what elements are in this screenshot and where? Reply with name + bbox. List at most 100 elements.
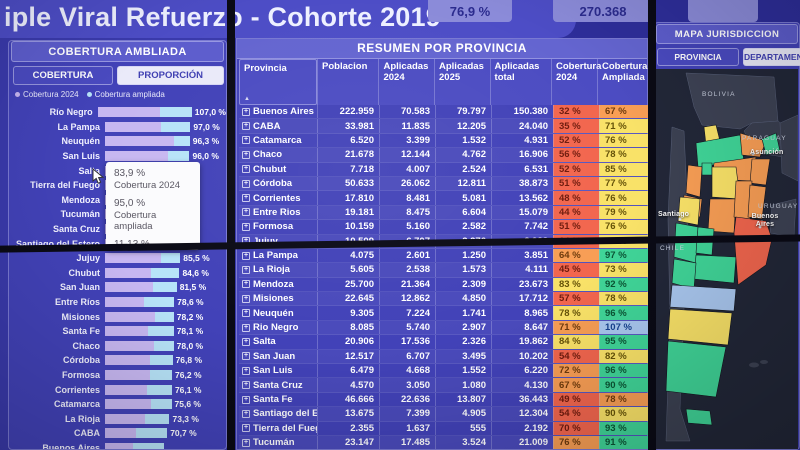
- province-cell[interactable]: +Santiago del Estero: [239, 407, 317, 420]
- province-cell[interactable]: + Neuquén: [239, 306, 317, 319]
- province-cell[interactable]: + Chaco: [239, 148, 317, 161]
- table-row[interactable]: + Santa Cruz 4.570 3.050 1.080 4.130 67 % 90 %: [239, 378, 649, 393]
- argentina-choropleth-map[interactable]: [656, 69, 798, 449]
- province-cell[interactable]: + Santa Cruz: [239, 378, 317, 391]
- province-cell[interactable]: + La Pampa: [239, 249, 317, 262]
- chart-row[interactable]: Buenos Aires: [11, 441, 226, 449]
- expand-icon[interactable]: +: [242, 179, 250, 188]
- expand-icon[interactable]: +: [242, 294, 250, 303]
- province-cell[interactable]: + Santa Fe: [239, 393, 317, 406]
- expand-icon[interactable]: +: [242, 122, 250, 131]
- stat-card-aplicadas[interactable]: 270.368: [553, 0, 653, 22]
- expand-icon[interactable]: +: [242, 352, 250, 361]
- chart-row[interactable]: La Rioja 73,3 %: [11, 411, 226, 426]
- chart-bar[interactable]: [105, 399, 172, 410]
- province-cell[interactable]: + Formosa: [239, 220, 317, 233]
- table-row[interactable]: + La Rioja 5.605 2.538 1.573 4.111 45 % 73 %: [239, 263, 649, 278]
- table-row[interactable]: + Córdoba 50.633 26.062 12.811 38.873 51 % 77 %: [239, 176, 649, 192]
- chart-row[interactable]: Entre Ríos 78,6 %: [11, 295, 226, 310]
- province-cell[interactable]: + La Rioja: [239, 263, 317, 276]
- table-row[interactable]: + Rio Negro 8.085 5.740 2.907 8.647 71 % 107 %: [239, 320, 649, 336]
- table-row[interactable]: + Chaco 21.678 12.144 4.762 16.906 56 % 78 %: [239, 148, 649, 163]
- province-cell[interactable]: + San Luis: [239, 364, 317, 377]
- table-row[interactable]: + Catamarca 6.520 3.399 1.532 4.931 52 % 76 %: [239, 133, 649, 149]
- table-row[interactable]: + CABA 33.981 11.835 12.205 24.040 35 % 71 %: [239, 119, 649, 134]
- chart-bar[interactable]: [105, 253, 181, 264]
- map-area[interactable]: BOLIVIA PARAGUAY Asunción Santiago URUGU…: [656, 69, 798, 449]
- table-row[interactable]: + Misiones 22.645 12.862 4.850 17.712 57 % 78 %: [239, 292, 649, 307]
- expand-icon[interactable]: +: [242, 395, 250, 404]
- province-cell[interactable]: + Rio Negro: [239, 321, 317, 334]
- expand-icon[interactable]: +: [242, 194, 250, 203]
- province-cell[interactable]: + Catamarca: [239, 134, 317, 147]
- expand-icon[interactable]: +: [242, 208, 250, 217]
- chart-row[interactable]: Misiones 78,2 %: [11, 309, 226, 324]
- expand-icon[interactable]: +: [242, 251, 250, 260]
- expand-icon[interactable]: +: [242, 438, 250, 447]
- expand-icon[interactable]: +: [242, 381, 250, 390]
- chart-bar[interactable]: [105, 136, 190, 147]
- province-cell[interactable]: + Buenos Aires: [239, 105, 317, 118]
- chart-row[interactable]: La Pampa 97,0 %: [11, 120, 226, 135]
- expand-icon[interactable]: +: [242, 136, 250, 145]
- chart-bar[interactable]: [105, 442, 165, 449]
- chart-row[interactable]: Corrientes 76,1 %: [11, 382, 226, 397]
- province-shapes[interactable]: [665, 124, 781, 426]
- chart-row[interactable]: San Luis 96,0 %: [11, 149, 226, 164]
- column-header-cobertura-2024[interactable]: Cobertura 2024: [551, 59, 601, 105]
- chart-bar[interactable]: [105, 384, 172, 395]
- table-row[interactable]: + Mendoza 25.700 21.364 2.309 23.673 83 % 92 %: [239, 277, 649, 293]
- stat-card-cobertura[interactable]: 76,9 %: [428, 0, 512, 22]
- table-row[interactable]: + San Luis 6.479 4.668 1.552 6.220 72 % 96 %: [239, 364, 649, 379]
- chart-bar[interactable]: [105, 121, 191, 132]
- column-header-aplicadas-2025[interactable]: Aplicadas 2025: [434, 59, 490, 105]
- chart-row[interactable]: Chaco 78,0 %: [11, 339, 226, 354]
- expand-icon[interactable]: +: [242, 107, 250, 116]
- tab-provincia[interactable]: PROVINCIA: [657, 48, 739, 66]
- chart-bar[interactable]: [105, 297, 175, 308]
- chart-row[interactable]: Río Negro 107,0 %: [11, 105, 226, 120]
- chart-row[interactable]: CABA 70,7 %: [11, 426, 226, 441]
- expand-icon[interactable]: +: [242, 150, 250, 159]
- table-row[interactable]: + Tucumán 23.147 17.485 3.524 21.009 76 % 91 %: [239, 435, 649, 449]
- expand-icon[interactable]: +: [242, 309, 250, 318]
- expand-icon[interactable]: +: [242, 323, 250, 332]
- province-cell[interactable]: + Entre Rios: [239, 206, 317, 219]
- tab-departamento[interactable]: DEPARTAMENTO: [743, 48, 800, 66]
- chart-row[interactable]: Catamarca 75,6 %: [11, 397, 226, 412]
- province-cell[interactable]: + Salta: [239, 335, 317, 348]
- expand-icon[interactable]: +: [242, 222, 250, 231]
- table-row[interactable]: + Formosa 10.159 5.160 2.582 7.742 51 % 76 %: [239, 220, 649, 235]
- chart-row[interactable]: San Juan 81,5 %: [11, 280, 226, 295]
- column-header-cobertura-ampliada[interactable]: Cobertura Ampliada: [597, 59, 647, 105]
- table-row[interactable]: + Santa Fe 46.666 22.636 13.807 36.443 49 % 78 …: [239, 392, 649, 408]
- chart-bar[interactable]: [97, 107, 192, 118]
- sort-ascending-icon[interactable]: ▲: [244, 96, 250, 102]
- table-row[interactable]: + Salta 20.906 17.536 2.326 19.862 84 % 95 %: [239, 335, 649, 350]
- table-row[interactable]: +Santiago del Estero13.6757.3994.90512.3…: [239, 407, 649, 422]
- chart-bar[interactable]: [105, 369, 173, 380]
- chart-bar[interactable]: [105, 151, 190, 162]
- table-row[interactable]: + Chubut 7.718 4.007 2.524 6.531 52 % 85 %: [239, 162, 649, 177]
- chart-bar[interactable]: [105, 267, 180, 278]
- chart-bar[interactable]: [105, 340, 174, 351]
- chart-row[interactable]: Neuquén 96,3 %: [11, 134, 226, 149]
- table-row[interactable]: + Corrientes 17.810 8.481 5.081 13.562 48 % 76 …: [239, 191, 649, 206]
- province-cell[interactable]: + Misiones: [239, 292, 317, 305]
- expand-icon[interactable]: +: [242, 265, 250, 274]
- column-header-poblacion[interactable]: Poblacion: [317, 59, 378, 105]
- province-cell[interactable]: + Corrientes: [239, 191, 317, 204]
- column-header-provincia[interactable]: Provincia ▲: [239, 59, 317, 105]
- column-header-aplicadas-total[interactable]: Aplicadas total: [489, 59, 551, 105]
- province-cell[interactable]: + Mendoza: [239, 278, 317, 291]
- table-row[interactable]: + Entre Rios 19.181 8.475 6.604 15.079 44 % 79 …: [239, 205, 649, 221]
- chart-bar[interactable]: [105, 413, 170, 424]
- province-cell[interactable]: + Tucumán: [239, 436, 317, 449]
- chart-row[interactable]: Córdoba 76,8 %: [11, 353, 226, 368]
- tab-cobertura[interactable]: COBERTURA: [13, 66, 113, 85]
- table-row[interactable]: + La Pampa 4.075 2.601 1.250 3.851 64 % 97 %: [239, 248, 649, 264]
- chart-bar[interactable]: [105, 326, 174, 337]
- province-cell[interactable]: + Córdoba: [239, 177, 317, 190]
- stat-card-clipped[interactable]: [688, 0, 758, 22]
